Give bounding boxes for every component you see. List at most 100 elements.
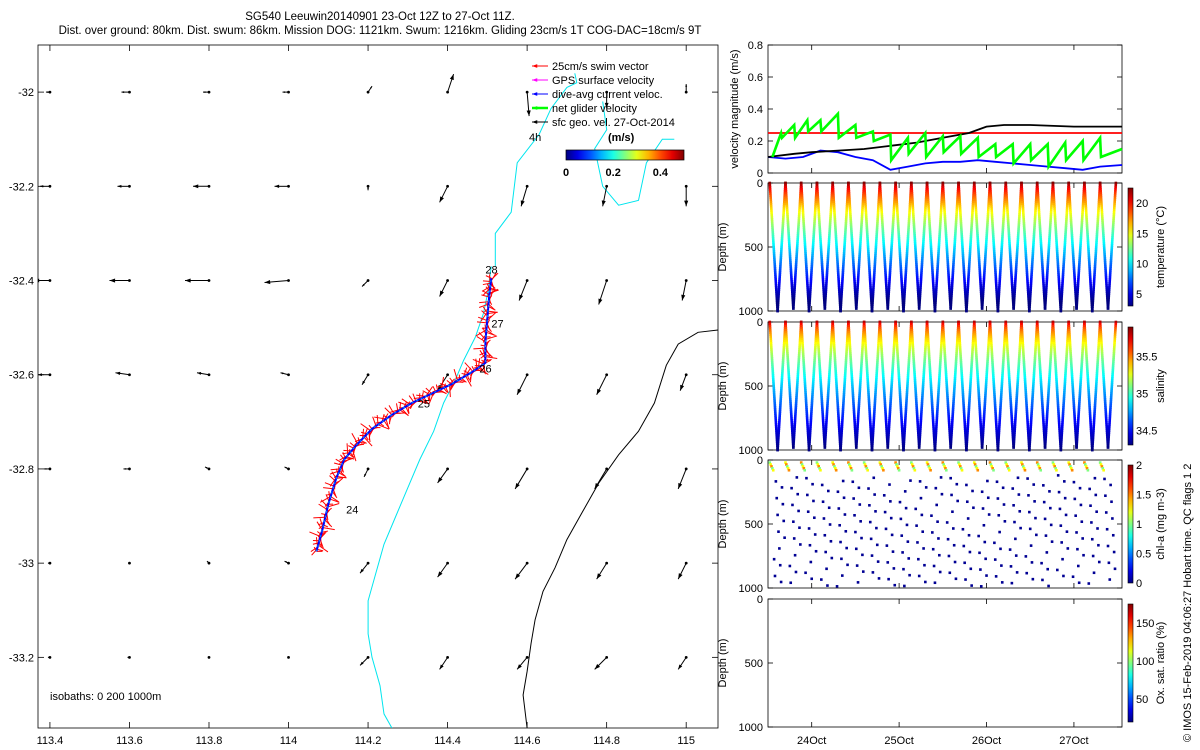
swim-vector	[327, 503, 340, 508]
map-x-tick-label: 114.6	[514, 735, 541, 747]
geo-vector	[681, 280, 687, 301]
track-day-label: 24	[346, 505, 358, 517]
map-x-tick-label: 115	[677, 735, 695, 747]
colorbar-tick-label: 5	[1136, 289, 1142, 301]
oxygen-panel: 0 500 1000 Depth (m) 50 100 150 Ox. sat. ratio …	[717, 594, 1167, 734]
oxygen-panel-frame	[767, 598, 1123, 728]
geo-vector	[596, 374, 608, 395]
isobath-label: isobaths: 0 200 1000m	[50, 691, 161, 703]
figure-title: SG540 Leeuwin20140901 23-Oct 12Z to 27-O…	[0, 10, 760, 38]
geo-vector	[45, 91, 50, 93]
swim-vector	[476, 321, 488, 324]
colorbar-tick-label: 50	[1136, 694, 1148, 706]
swim-vector	[348, 453, 354, 458]
track-day-label: 28	[485, 264, 497, 276]
depth-tick-label: 0	[757, 178, 763, 190]
geo-vector	[594, 656, 608, 670]
colorbar-label: salinity	[1155, 369, 1167, 403]
swim-vector	[479, 351, 486, 356]
swim-vector	[482, 280, 491, 282]
swim-vector	[319, 496, 331, 503]
salinity-panel: 0 500 1000 Depth (m) 34.5 35 35.5 salinity	[717, 317, 1167, 457]
swim-vector	[331, 491, 338, 499]
depth-axis-label: Depth (m)	[717, 223, 729, 272]
colorbar-tick-label: 0	[1136, 578, 1142, 590]
swim-vector	[480, 310, 489, 322]
swim-vector	[485, 335, 498, 340]
geo-vector	[280, 372, 289, 376]
geo-vector	[204, 466, 210, 470]
swim-vector	[488, 303, 495, 310]
geo-vector-origin	[207, 90, 211, 94]
depth-tick-label: 0	[757, 455, 763, 467]
geo-vector	[514, 468, 528, 490]
geo-vector-origin	[207, 373, 211, 377]
geo-vector	[437, 468, 448, 484]
map-frame	[37, 44, 719, 729]
geo-vector-origin	[207, 279, 211, 282]
swim-vector	[473, 347, 486, 350]
colorbar-tick-label: 100	[1136, 656, 1154, 668]
glider-track	[309, 272, 499, 556]
colorbar-label: temperature (°C)	[1155, 206, 1167, 288]
oxygen-panel-colorbar	[1127, 603, 1134, 723]
swim-vector	[316, 548, 324, 552]
velocity-y-tick-label: 0.4	[748, 104, 763, 116]
geo-vector	[685, 84, 688, 93]
map-panel: 113.4 113.6 113.8 114 114.2 114.4 114.6 114.8 11…	[9, 44, 719, 747]
map-x-tick-label: 113.6	[116, 735, 143, 747]
velocity-y-tick-label: 0.6	[748, 72, 763, 84]
salinity-panel-points	[768, 320, 1118, 452]
chl-panel-points	[768, 461, 1117, 588]
legend-entry: dive-avg current veloc.	[552, 89, 663, 101]
swim-vector	[324, 519, 333, 528]
geo-vector	[520, 186, 528, 207]
track-day-label: 27	[491, 319, 503, 331]
time-tick-label: 24Oct	[797, 735, 826, 747]
geo-vector	[274, 184, 289, 188]
swim-vector	[333, 462, 342, 466]
map-x-tick-label: 114	[280, 735, 298, 747]
swim-vector	[398, 401, 408, 406]
swim-vector	[479, 301, 489, 304]
swim-vector	[407, 405, 410, 414]
track-day-label: 25	[418, 399, 430, 411]
colorbar-tick-label: 0	[563, 167, 569, 179]
geo-vector	[121, 91, 130, 94]
depth-tick-label: 1000	[739, 583, 763, 595]
legend-time-label: 4h	[529, 132, 541, 144]
swim-vector	[445, 386, 449, 394]
chl-panel-colorbar	[1127, 464, 1134, 584]
geo-vector	[518, 280, 528, 301]
geo-vector	[516, 657, 528, 670]
swim-vector	[487, 310, 498, 313]
swim-vector	[349, 442, 356, 448]
geo-vector	[284, 560, 289, 564]
depth-tick-label: 0	[757, 317, 763, 329]
swim-vector	[486, 329, 495, 336]
title-line-2: Dist. over ground: 80km. Dist. swum: 86k…	[58, 25, 702, 37]
title-line-1: SG540 Leeuwin20140901 23-Oct 12Z to 27-O…	[245, 11, 515, 23]
colorbar-tick-label: 1	[1136, 519, 1142, 531]
swim-vector	[478, 367, 489, 375]
depth-tick-label: 1000	[739, 306, 763, 318]
geo-vector	[526, 92, 531, 117]
swim-vector	[317, 544, 329, 553]
swim-vector	[324, 482, 335, 487]
swim-vector	[453, 368, 459, 381]
swim-vector	[349, 452, 355, 458]
geo-vector	[359, 656, 369, 666]
swim-vector	[490, 272, 499, 281]
geo-vector-origin	[128, 279, 131, 282]
swim-vector	[336, 475, 347, 479]
swim-vector	[482, 282, 491, 286]
geo-vector	[447, 73, 455, 93]
salinity-panel-colorbar	[1127, 326, 1134, 446]
geo-vector	[677, 562, 687, 580]
legend-arrow	[532, 64, 548, 68]
swim-vector	[385, 418, 390, 429]
geo-vector	[679, 374, 687, 391]
geo-vector	[514, 562, 528, 580]
legend-entry: net glider velocity	[552, 103, 637, 115]
